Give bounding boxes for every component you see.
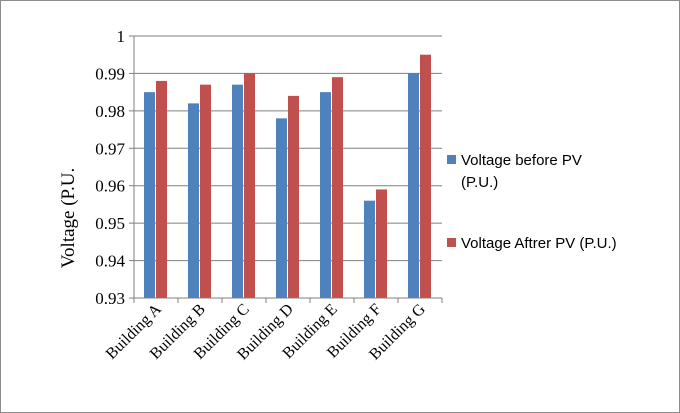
bar-after-pv [332, 77, 343, 299]
bar-after-pv [376, 189, 387, 298]
y-tick-label: 0.98 [95, 102, 125, 121]
legend-label: Voltage Aftrer PV (P.U.) [461, 235, 617, 252]
bar-after-pv [200, 84, 211, 299]
legend-swatch [447, 155, 456, 164]
y-tick-label: 0.93 [95, 289, 125, 308]
bar-before-pv [408, 73, 419, 298]
bar-before-pv [232, 84, 243, 299]
y-tick-label: 0.97 [95, 139, 125, 158]
y-axis-label: Voltage (P.U. [58, 168, 79, 268]
bars [144, 54, 431, 299]
bar-before-pv [276, 118, 287, 298]
y-tick-label: 0.94 [95, 252, 125, 271]
y-tick-label: 0.99 [95, 64, 125, 83]
bar-before-pv [144, 92, 155, 299]
bar-after-pv [156, 80, 167, 299]
bar-after-pv [288, 95, 299, 298]
axes [133, 36, 443, 303]
bar-before-pv [364, 200, 375, 298]
legend-label: Voltage before PV [461, 152, 582, 169]
bar-after-pv [420, 54, 431, 298]
bar-before-pv [320, 92, 331, 299]
y-tick-label: 0.95 [95, 214, 125, 233]
bar-after-pv [244, 73, 255, 298]
legend-swatch [447, 238, 456, 247]
y-tick-labels: 0.93 0.94 0.95 0.96 0.97 0.98 0.99 1 [95, 27, 125, 308]
bar-before-pv [188, 103, 199, 298]
y-tick-label: 0.96 [95, 177, 125, 196]
y-tick-label: 1 [117, 27, 126, 46]
legend: Voltage before PV (P.U.) Voltage Aftrer PV… [447, 152, 617, 252]
legend-label: (P.U.) [461, 174, 498, 191]
